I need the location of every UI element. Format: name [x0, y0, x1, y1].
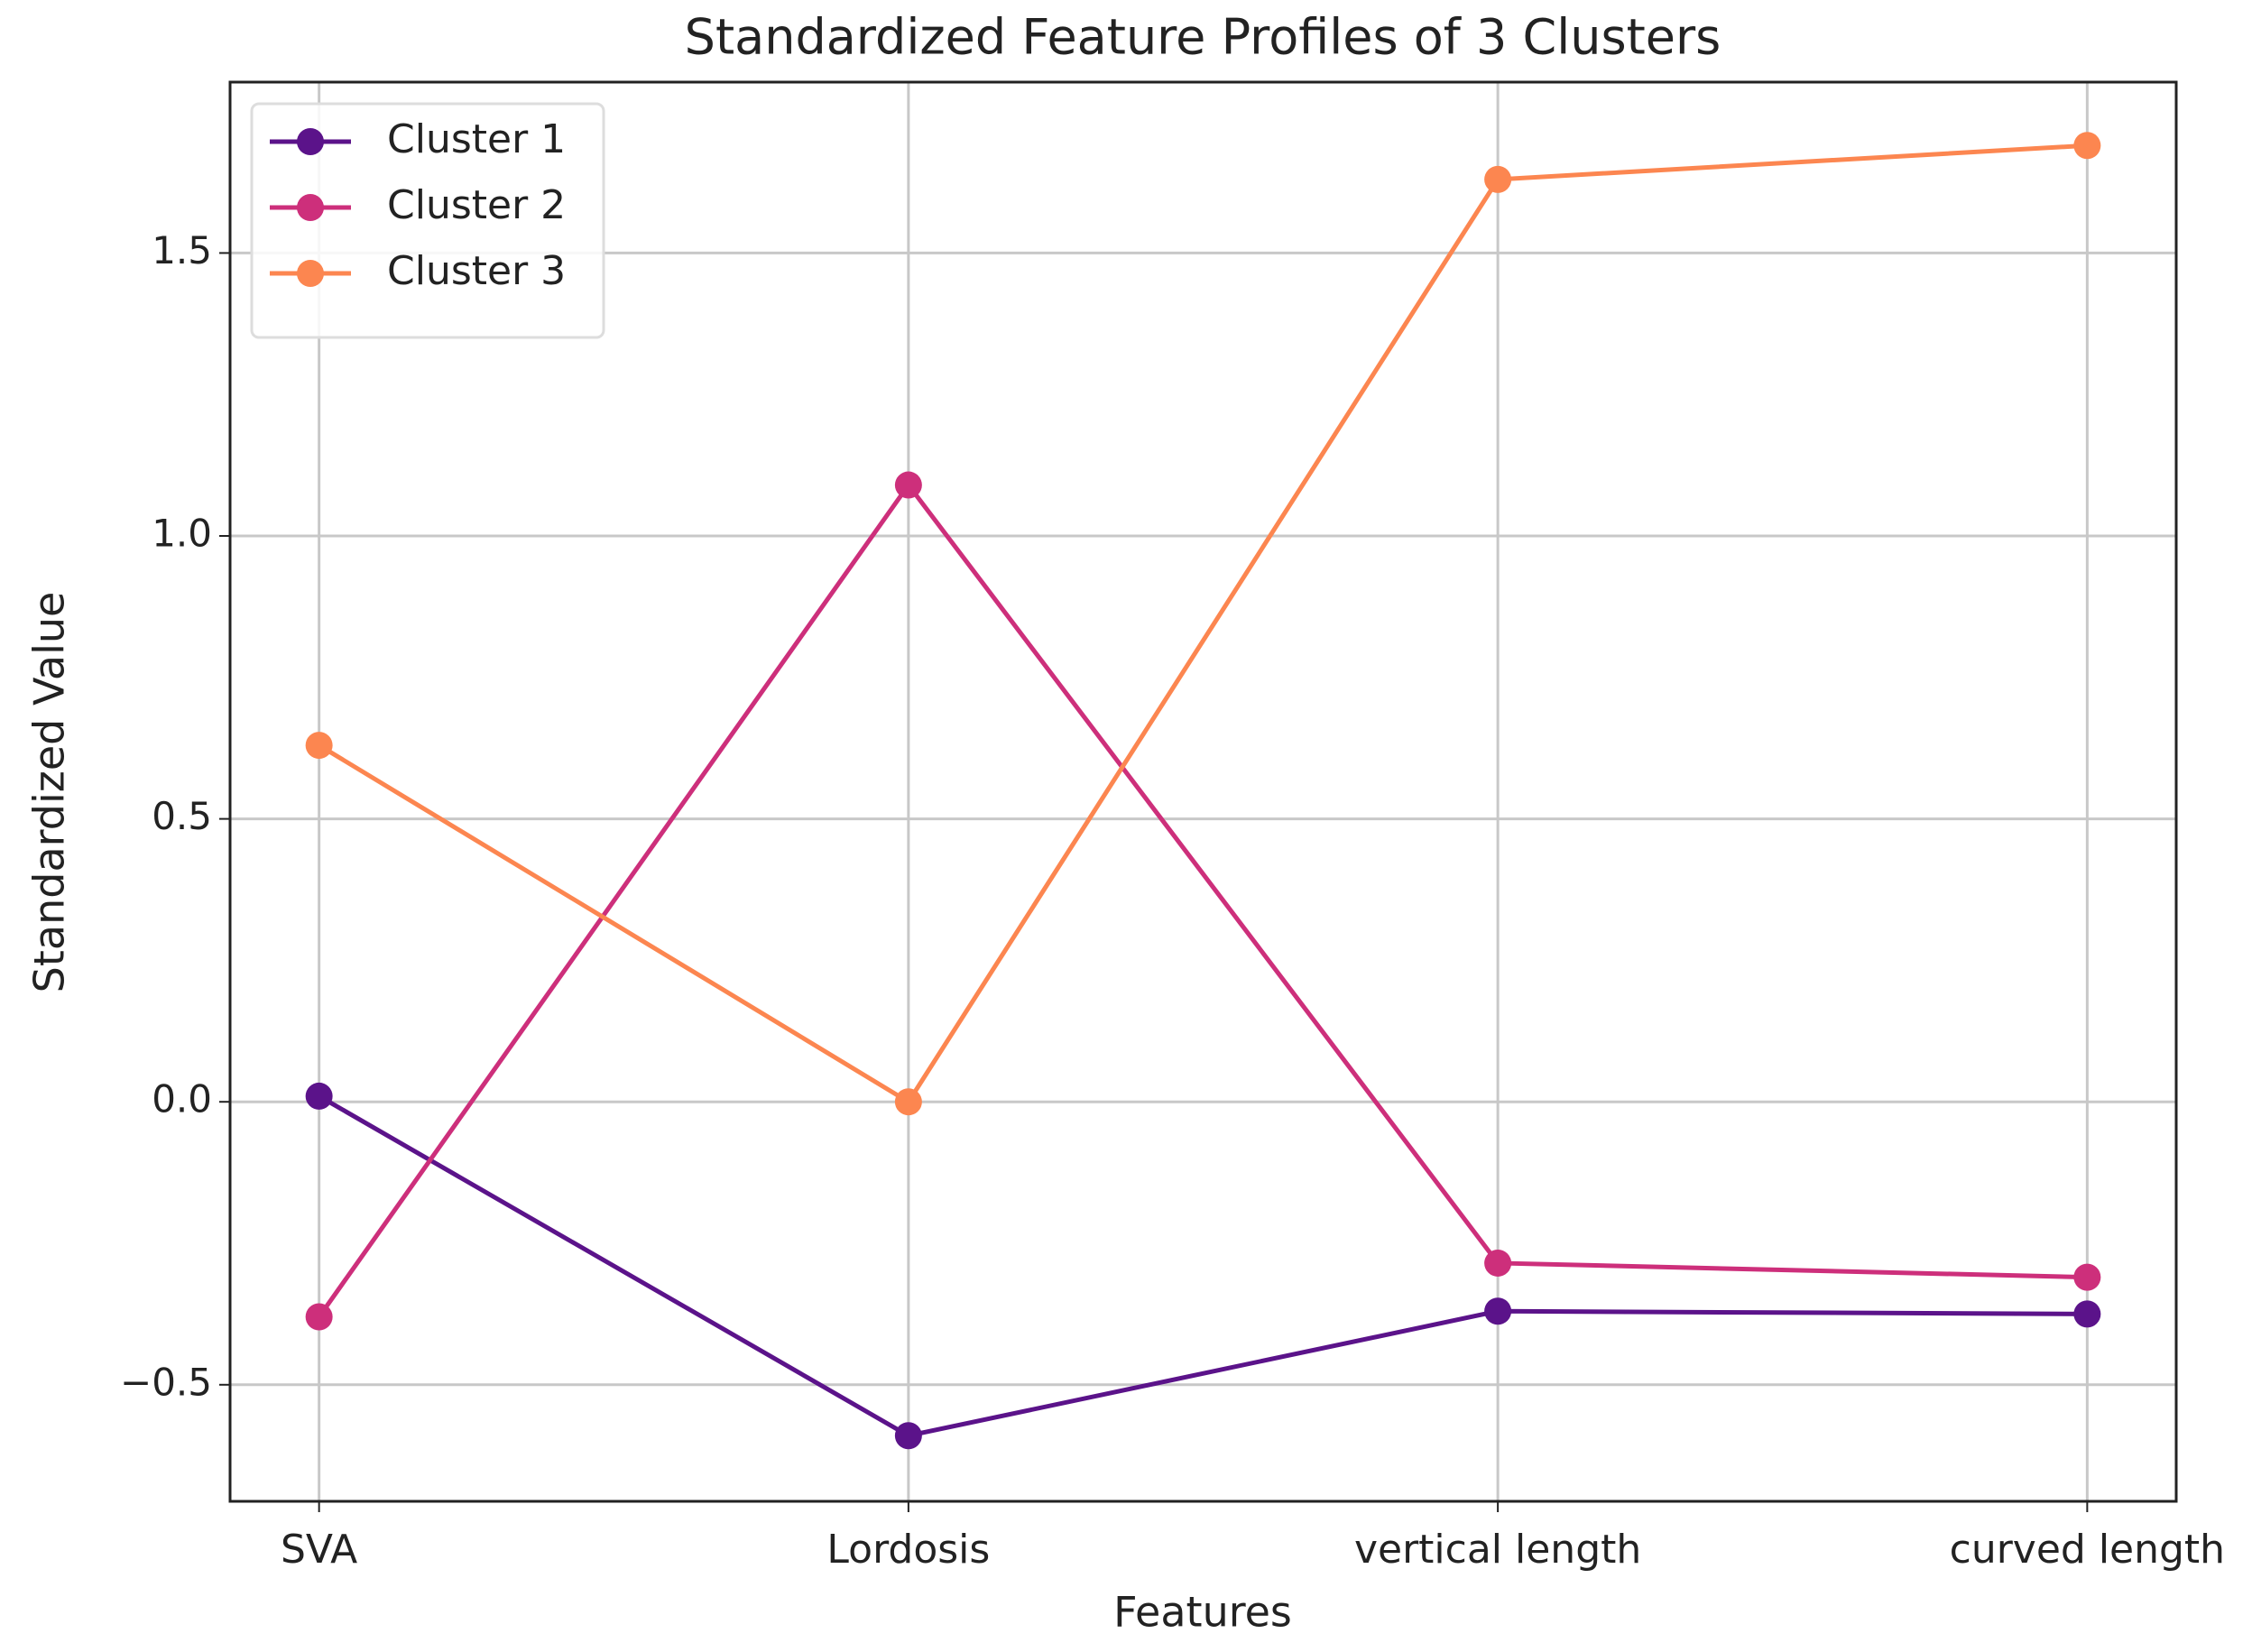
- y-tick-label: 1.5: [152, 228, 212, 272]
- legend-label: Cluster 3: [387, 248, 566, 294]
- point: [894, 1422, 922, 1450]
- series-line: [317, 481, 2088, 1318]
- y-tick-label: 1.0: [152, 512, 212, 556]
- series-line: [318, 1094, 2088, 1438]
- y-axis-label: Standardized Value: [25, 592, 74, 993]
- legend-marker: [297, 194, 324, 221]
- point: [1484, 165, 1512, 193]
- point: [894, 1088, 922, 1116]
- y-tick-label: −0.5: [120, 1360, 212, 1404]
- legend-marker: [297, 128, 324, 155]
- point: [1484, 1249, 1512, 1277]
- chart-title: Standardized Feature Profiles of 3 Clust…: [685, 9, 1721, 66]
- point: [305, 1082, 333, 1110]
- point: [305, 732, 333, 760]
- point: [2073, 132, 2101, 160]
- series-line: [318, 143, 2088, 1105]
- plot-frame: [228, 80, 2178, 1503]
- x-axis-label: Features: [1113, 1588, 1292, 1637]
- legend-box: [250, 102, 605, 339]
- point: [894, 471, 922, 499]
- legend-label: Cluster 2: [387, 182, 566, 228]
- point: [2073, 1263, 2101, 1291]
- x-tick-label: curved length: [1950, 1527, 2225, 1573]
- point: [305, 1303, 333, 1331]
- x-tick-label: vertical length: [1354, 1527, 1641, 1573]
- y-tick-label: 0.5: [152, 794, 212, 838]
- legend-label: Cluster 1: [387, 116, 566, 162]
- point: [1484, 1297, 1512, 1325]
- point: [2073, 1300, 2101, 1328]
- x-tick-label: Lordosis: [826, 1527, 990, 1573]
- y-tick-label: 0.0: [152, 1077, 212, 1121]
- legend-marker: [297, 260, 324, 287]
- x-tick-label: SVA: [281, 1527, 357, 1573]
